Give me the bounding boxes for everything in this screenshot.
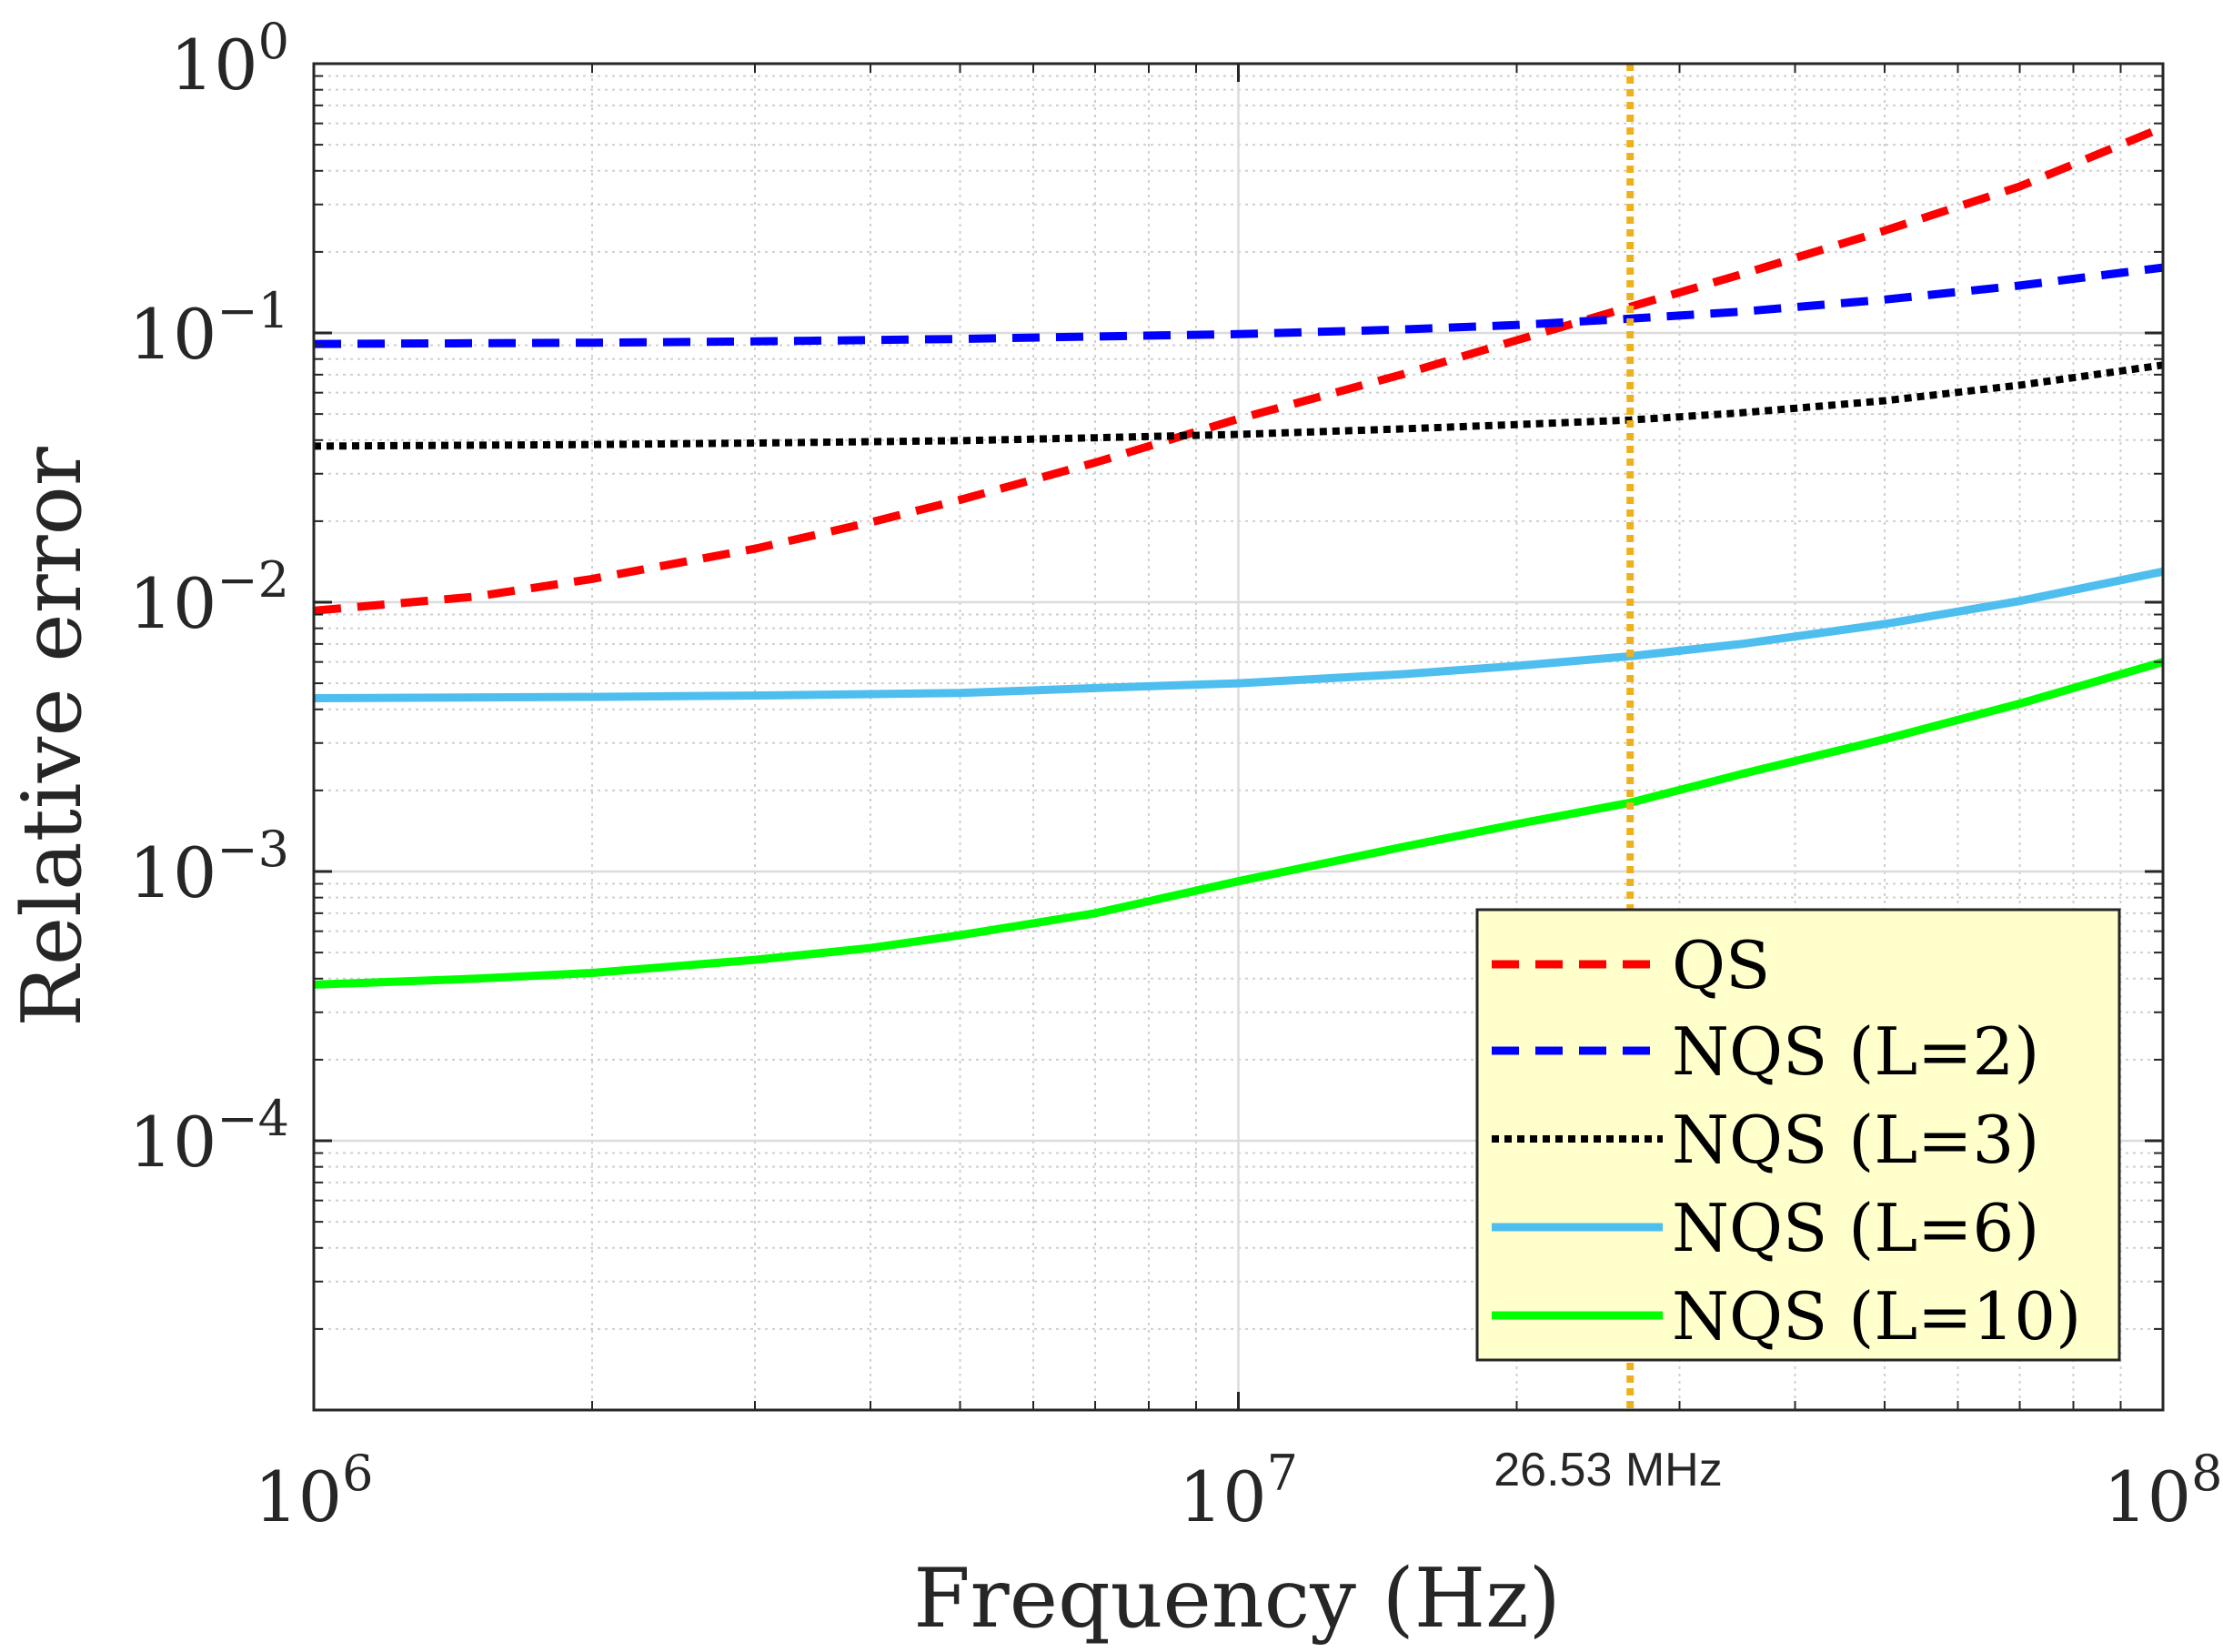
series-line-nqs-l-2 bbox=[313, 263, 2164, 348]
vline-label: 26.53 MHz bbox=[1494, 1444, 1722, 1496]
x-tick-label: 107 bbox=[1179, 1445, 1298, 1537]
series-line-nqs-l-10 bbox=[313, 658, 2165, 989]
series-line-nqs-l-3 bbox=[313, 361, 2164, 450]
y-axis-label: Relative error bbox=[5, 446, 100, 1027]
legend-label: NQS (L=2) bbox=[1672, 1013, 2039, 1090]
legend-label: NQS (L=3) bbox=[1672, 1102, 2039, 1178]
legend-box bbox=[1475, 908, 2121, 1362]
x-axis-label: Frequency (Hz) bbox=[913, 1551, 1561, 1647]
y-tick-label: 10−1 bbox=[129, 282, 289, 375]
legend-items: QS NQS (L=2) NQS (L=3) NQS (L=6) NQS (L=10) bbox=[1492, 927, 2081, 1355]
legend: QS NQS (L=2) NQS (L=3) NQS (L=6) NQS (L=10) bbox=[1475, 908, 2121, 1362]
legend-label: NQS (L=10) bbox=[1672, 1278, 2081, 1355]
legend-label: QS bbox=[1672, 927, 1770, 1003]
series-layer bbox=[313, 123, 2165, 989]
legend-label: NQS (L=6) bbox=[1672, 1190, 2039, 1266]
series-line-nqs-l-6 bbox=[313, 567, 2164, 702]
